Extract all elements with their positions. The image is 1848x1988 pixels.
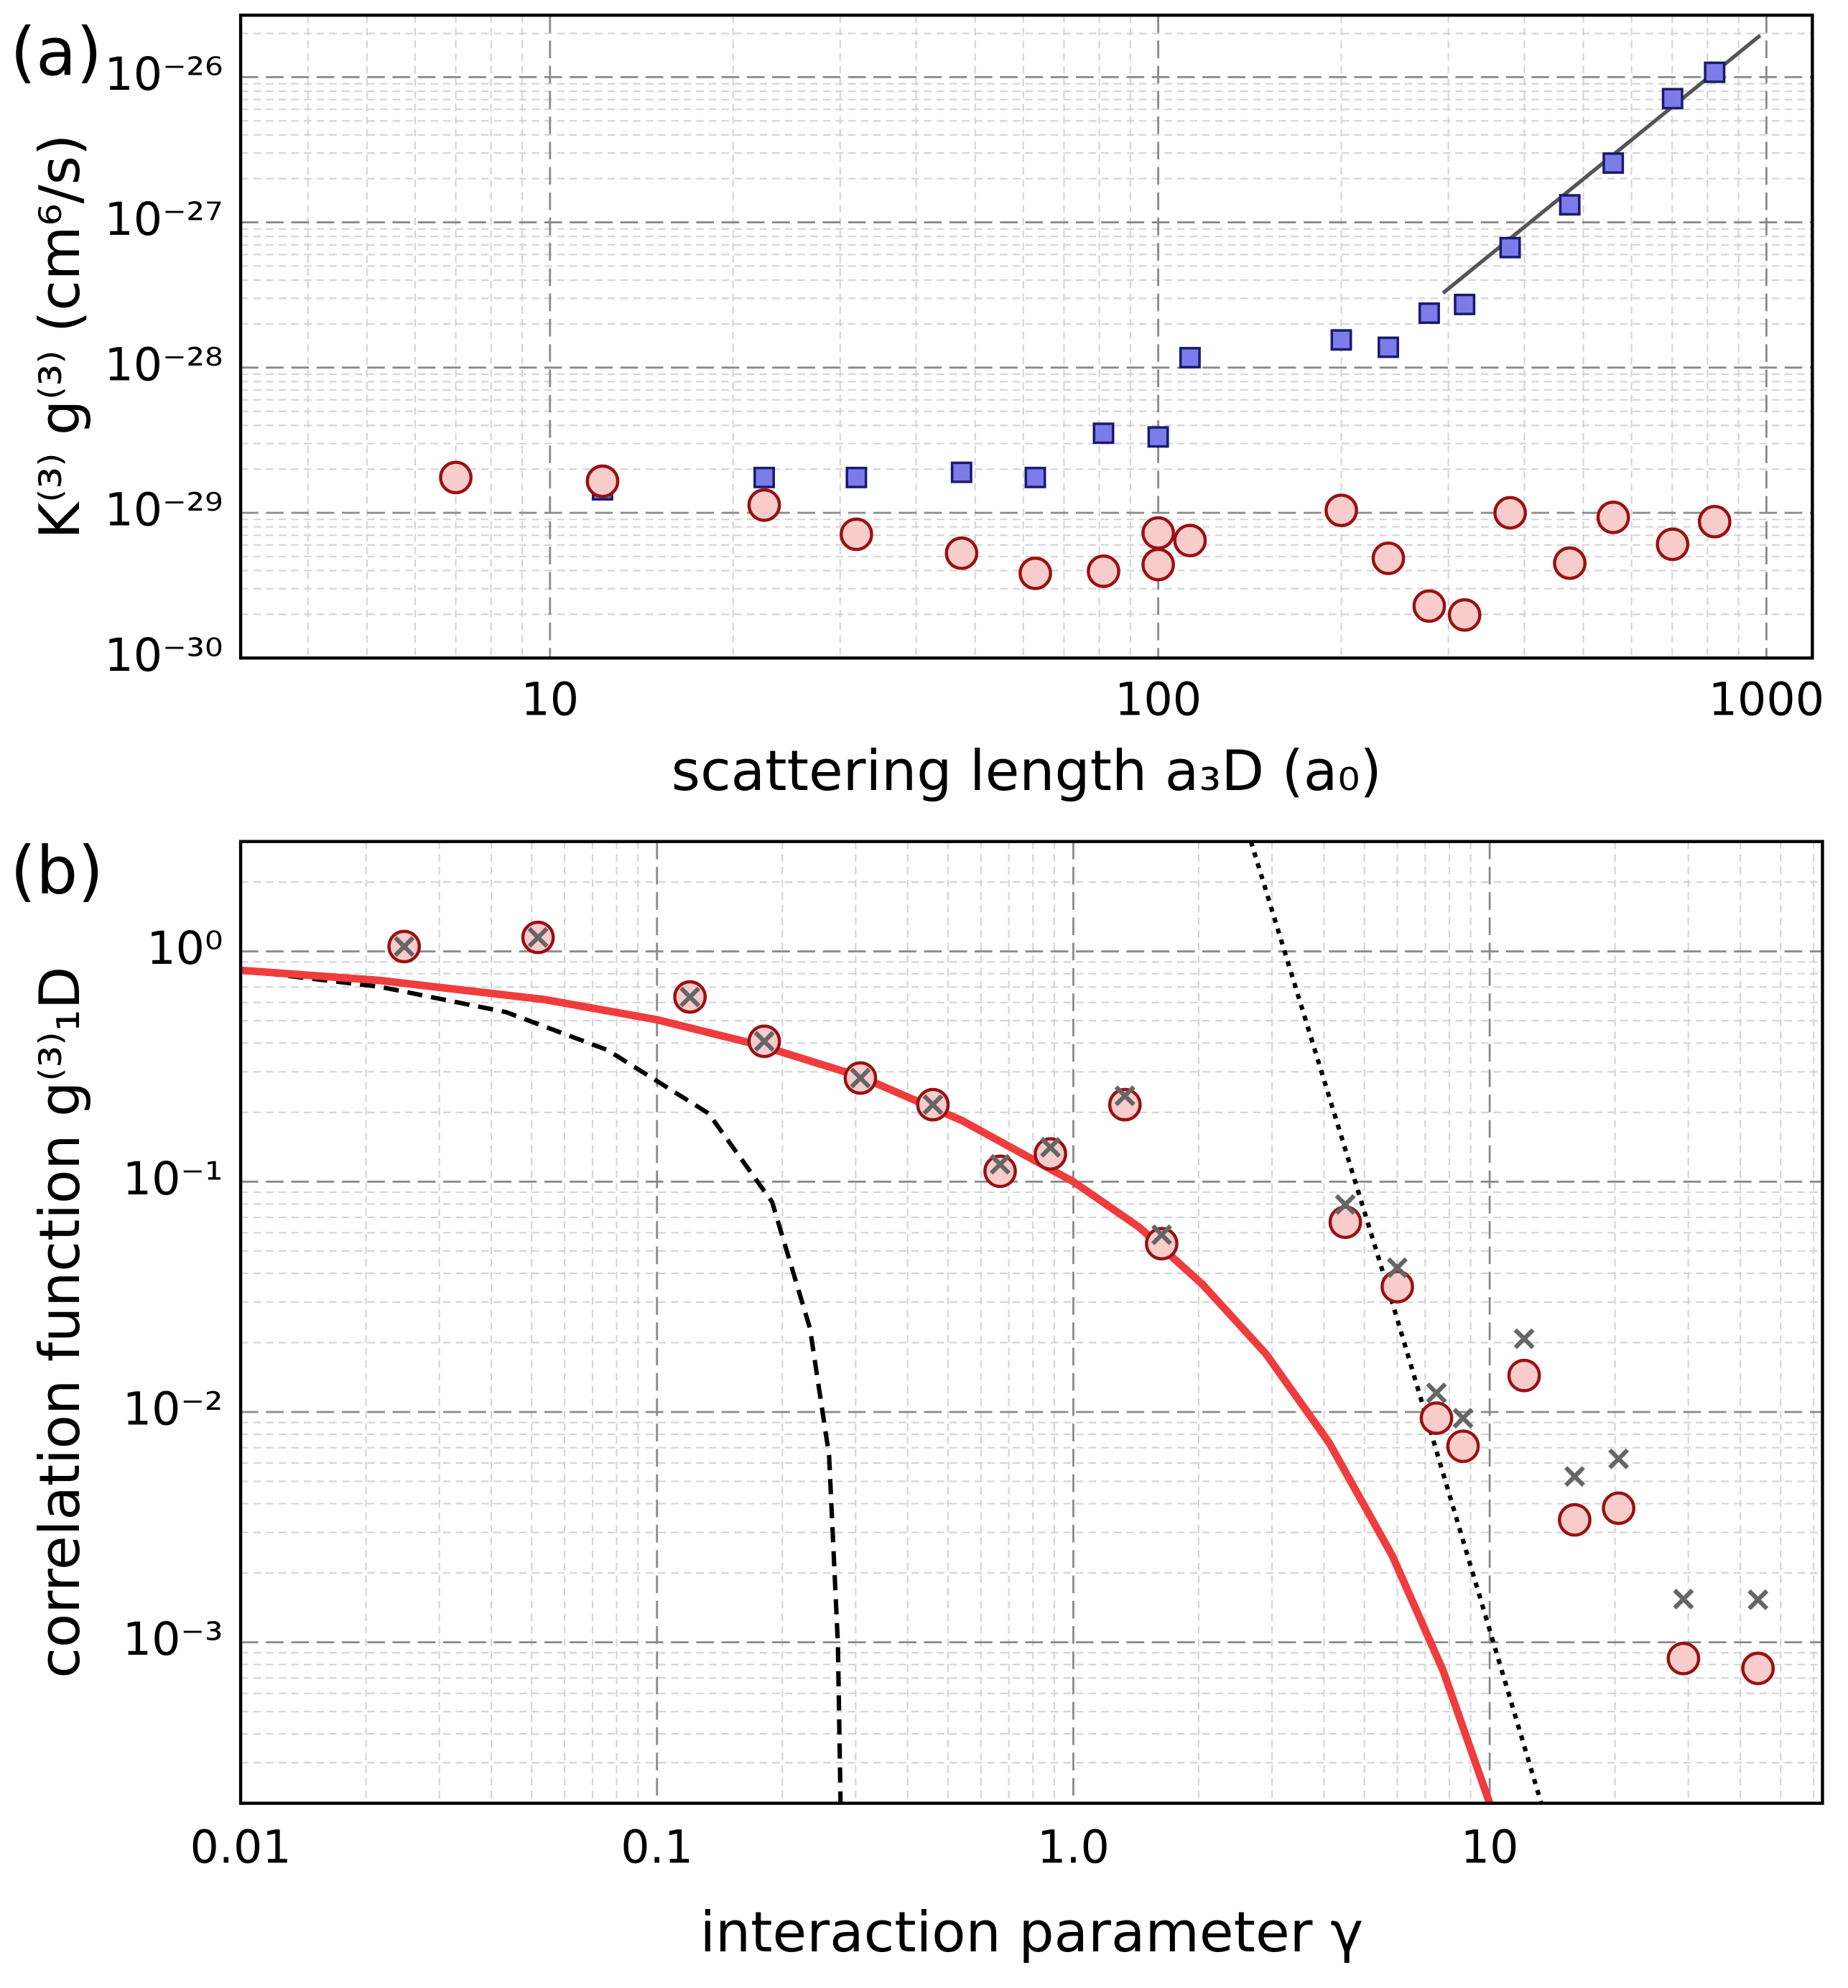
axes-frame (238, 13, 1814, 660)
cross-marker (1151, 1224, 1172, 1245)
circle-marker (1087, 554, 1120, 588)
x-axis-label: interaction parameter γ (700, 1900, 1363, 1965)
square-marker (845, 466, 868, 488)
square-marker (1602, 152, 1625, 175)
circle-marker (747, 488, 781, 522)
cross-marker (922, 1094, 944, 1115)
y-tick-label: 10⁻²⁹ (104, 483, 223, 537)
circle-marker (1108, 1087, 1142, 1122)
circle-marker (439, 460, 473, 495)
square-marker (1024, 466, 1046, 488)
cross-marker (527, 926, 549, 948)
cross-marker (753, 1031, 775, 1052)
square-marker (1454, 293, 1476, 315)
panel: 10⁻³ 10⁻² 10⁻¹ 10⁰ 0.01 0.1 1.0 10 interaction p… (10, 832, 1824, 1965)
cross-marker (1564, 1466, 1585, 1487)
circle-marker (1173, 524, 1207, 557)
square-marker (1147, 426, 1169, 448)
y-axis-label: correlation function g⁽³⁾₁D (28, 967, 93, 1678)
circle-marker (1018, 556, 1052, 590)
circle-marker (1656, 527, 1690, 562)
cross-marker (679, 986, 701, 1008)
circle-marker (840, 517, 873, 552)
square-marker (1499, 236, 1521, 259)
square-marker (1179, 347, 1201, 368)
y-tick-label: 10⁻³⁰ (104, 628, 223, 682)
circle-marker (1371, 542, 1406, 575)
circle-marker (1697, 504, 1732, 539)
cross-marker (1608, 1448, 1630, 1469)
circle-marker (1145, 1227, 1179, 1260)
circle-marker (1412, 589, 1447, 623)
cross-marker (1452, 1408, 1474, 1429)
x-tick-label: 1000 (1709, 672, 1824, 725)
y-tick-label: 10⁻²⁷ (104, 192, 223, 246)
y-tick-label: 10⁻³ (123, 1612, 223, 1666)
square-marker (1704, 61, 1726, 83)
panel: 10⁻³⁰ 10⁻²⁹ 10⁻²⁸ 10⁻²⁷ 10⁻²⁶ 10 100 1000 scatte… (10, 13, 1824, 804)
plot-area (241, 841, 1543, 1803)
square-marker (1378, 336, 1399, 358)
x-tick-label: 10 (521, 672, 579, 725)
circle-marker (1034, 1137, 1067, 1171)
square-marker (950, 461, 972, 483)
panel-label: (a) (10, 14, 102, 90)
cross-marker (850, 1067, 871, 1089)
circle-marker (944, 536, 979, 570)
circle-marker (1507, 1358, 1541, 1393)
circle-marker (1602, 1491, 1635, 1525)
y-tick-label: 10⁰ (147, 921, 223, 975)
cross-marker (1114, 1085, 1136, 1107)
line (1248, 841, 1543, 1803)
cross-marker (1673, 1588, 1694, 1610)
circle-marker (1666, 1641, 1701, 1676)
circle-marker (1741, 1651, 1775, 1686)
square-marker (1330, 329, 1352, 351)
cross-marker (989, 1153, 1011, 1175)
circle-marker (1558, 1502, 1592, 1537)
circle-marker (1419, 1401, 1454, 1435)
x-tick-label: 100 (1115, 672, 1202, 725)
circle-marker (1141, 547, 1175, 582)
square-marker (1559, 194, 1581, 216)
square-marker (1418, 302, 1440, 324)
x-tick-label: 0.01 (190, 1821, 291, 1874)
line (241, 966, 1494, 1803)
line (241, 967, 843, 1803)
circle-marker (1446, 1429, 1480, 1464)
y-axis-label: K⁽³⁾ g⁽³⁾ (cm⁶/s) (28, 134, 93, 539)
panel-label: (b) (10, 832, 103, 909)
cross-marker (394, 936, 415, 957)
cross-marker (1426, 1382, 1447, 1403)
circle-marker (585, 464, 620, 498)
circle-marker (983, 1154, 1017, 1189)
circle-marker (1553, 546, 1587, 580)
circle-marker (1328, 1205, 1362, 1240)
x-tick-label: 10 (1461, 1821, 1519, 1874)
y-tick-label: 10⁻¹ (123, 1152, 223, 1205)
x-tick-label: 1.0 (1037, 1821, 1110, 1874)
y-tick-label: 10⁻²⁸ (104, 338, 223, 391)
circle-marker (1596, 501, 1630, 534)
cross-marker (1040, 1136, 1062, 1158)
square-marker (1661, 88, 1684, 110)
axes-frame (238, 840, 1824, 1805)
circle-marker (1324, 493, 1358, 527)
cross-marker (1386, 1257, 1408, 1278)
circle-marker (1380, 1270, 1414, 1304)
y-tick-label: 10⁻²⁶ (104, 47, 223, 101)
x-axis-label: scattering length a₃D (a₀) (672, 739, 1382, 804)
square-marker (1092, 422, 1115, 445)
square-marker (753, 466, 775, 488)
circle-marker (1447, 598, 1482, 632)
circle-marker (1493, 496, 1527, 530)
cross-marker (1513, 1328, 1535, 1350)
cross-marker (1334, 1194, 1356, 1215)
cross-marker (1747, 1589, 1769, 1610)
x-tick-label: 0.1 (621, 1821, 693, 1874)
circle-marker (1141, 516, 1175, 550)
y-tick-label: 10⁻² (123, 1383, 223, 1436)
